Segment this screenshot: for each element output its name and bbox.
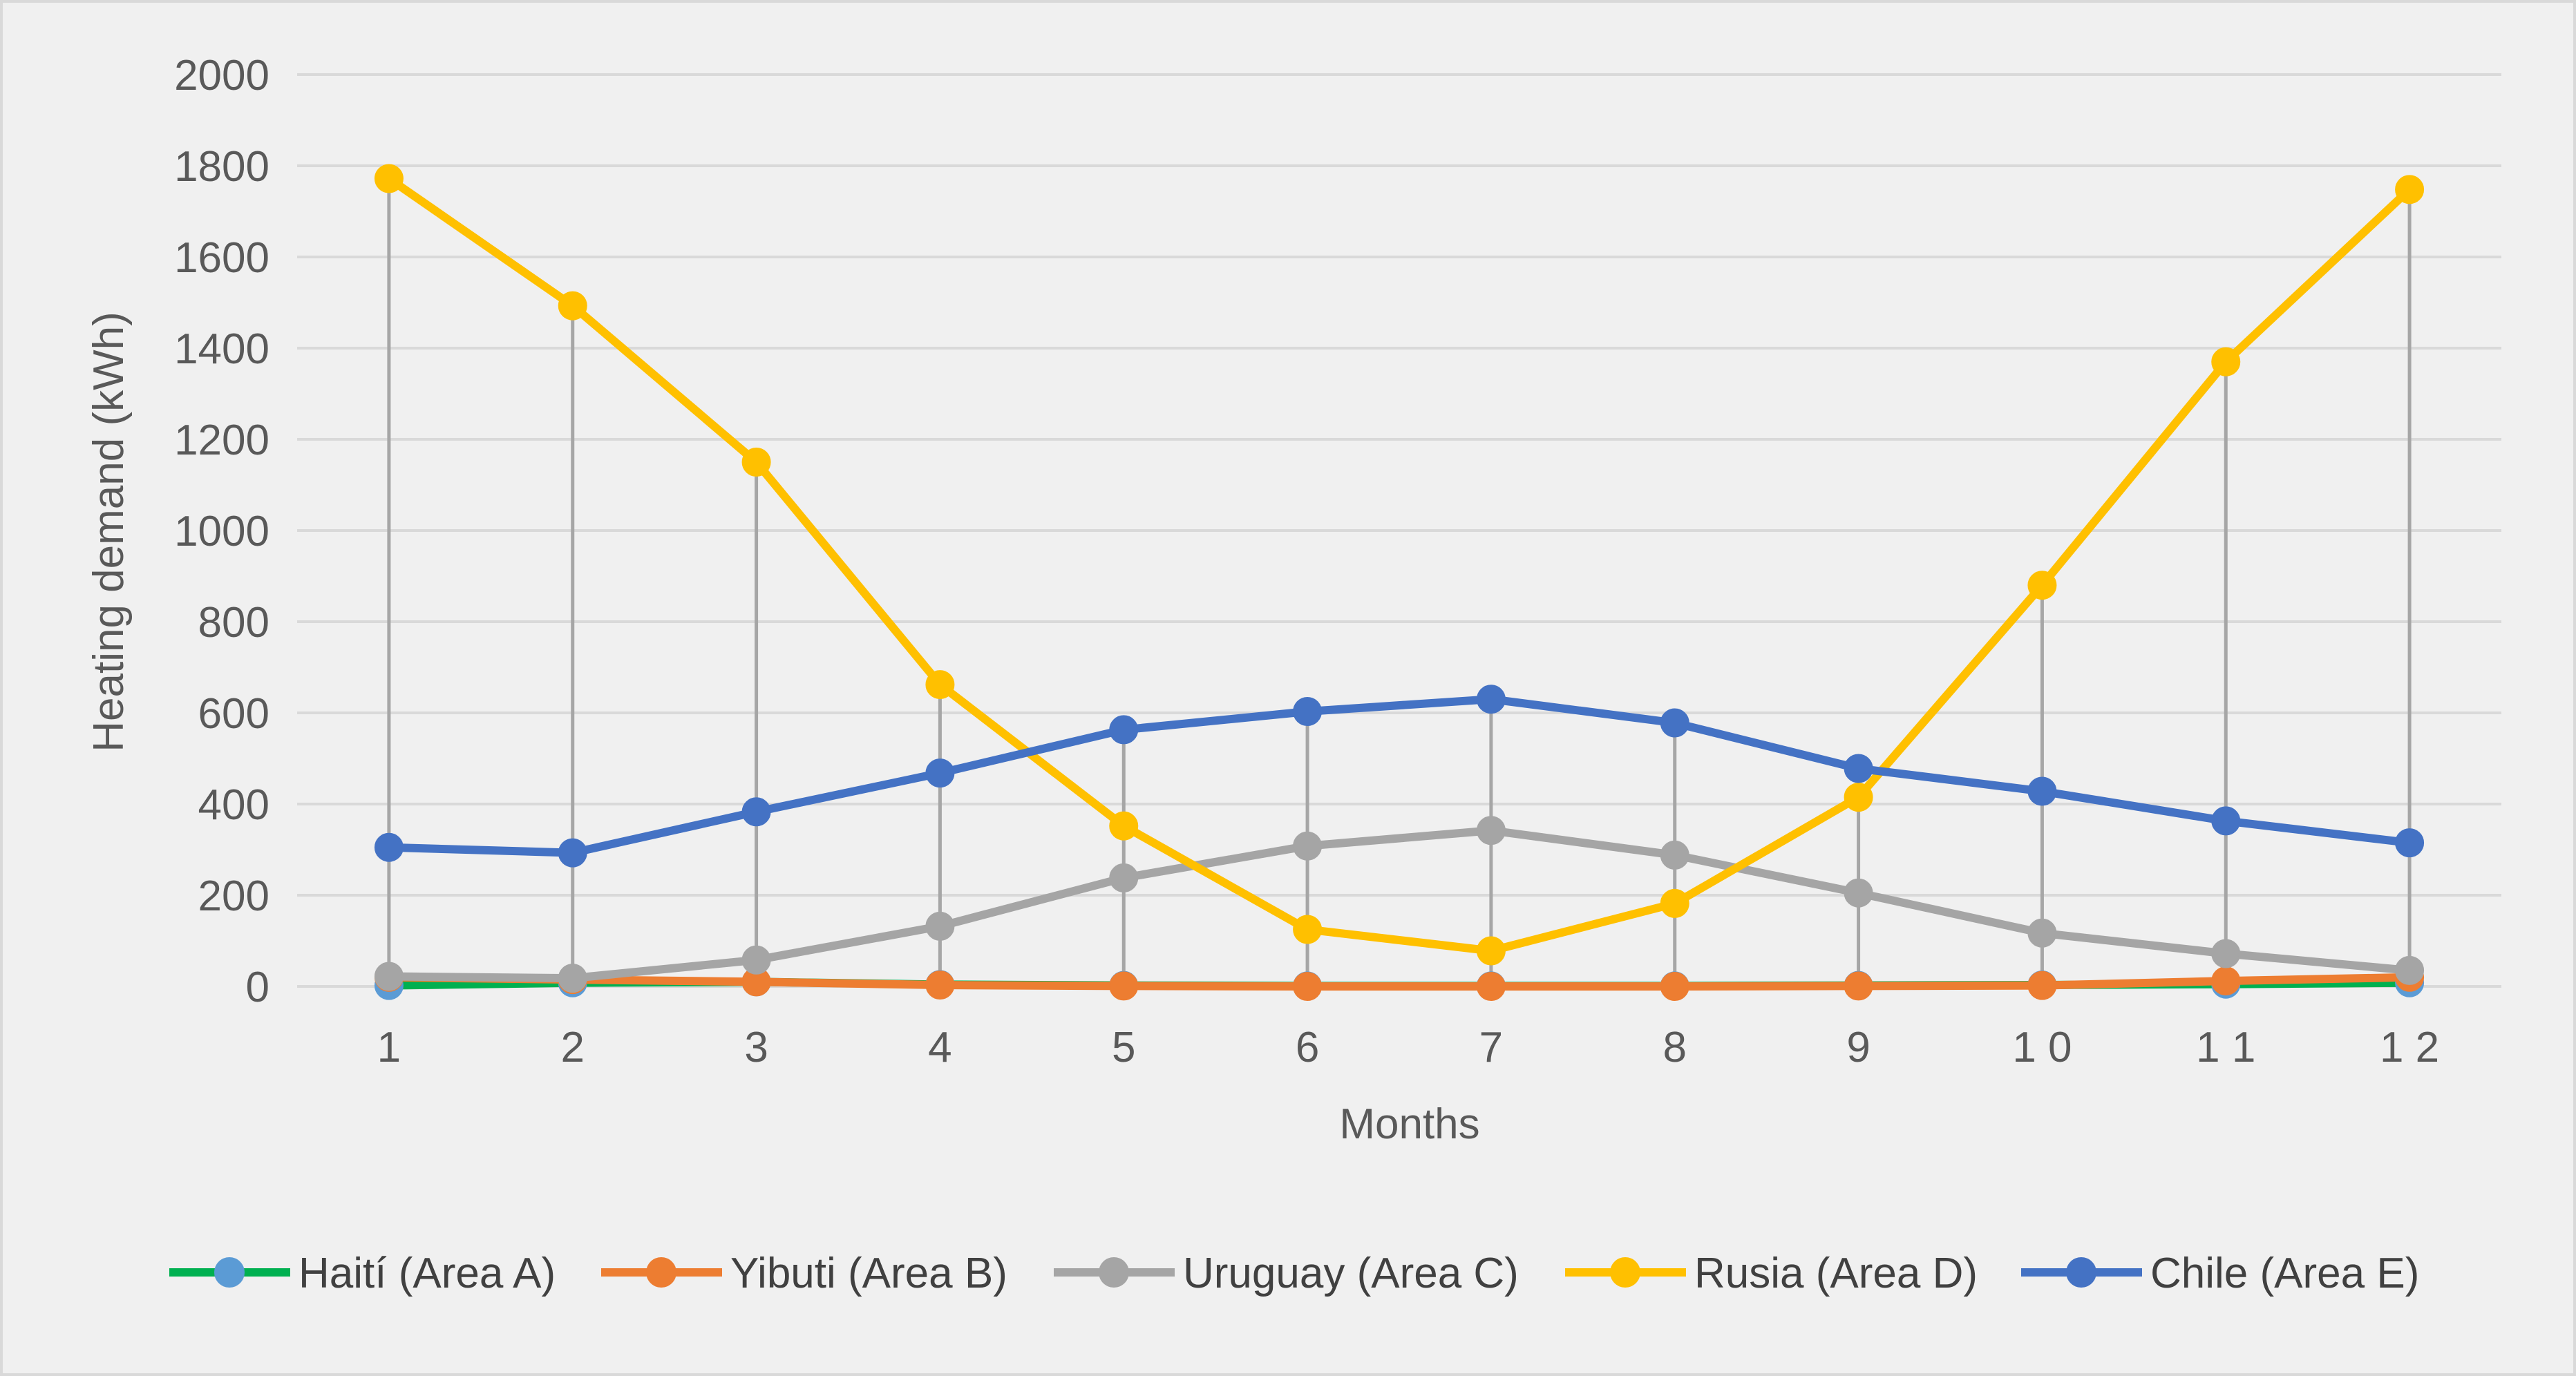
data-point bbox=[2027, 918, 2057, 948]
data-point bbox=[2395, 828, 2425, 858]
data-point bbox=[1109, 863, 1139, 892]
legend-entry: Rusia (Area D) bbox=[1565, 1250, 1978, 1297]
series-3 bbox=[374, 164, 2425, 966]
x-axis-title: Months bbox=[1339, 1100, 1479, 1148]
data-point bbox=[2027, 776, 2057, 806]
y-tick-label: 1600 bbox=[174, 234, 269, 282]
data-point bbox=[1476, 816, 1506, 845]
y-tick-label: 600 bbox=[198, 690, 269, 738]
data-point bbox=[1660, 972, 1689, 1001]
data-point bbox=[1109, 715, 1139, 745]
data-point bbox=[1293, 915, 1323, 944]
data-point bbox=[2027, 571, 2057, 600]
series-line bbox=[384, 973, 2414, 991]
data-point bbox=[1293, 697, 1323, 727]
series-line bbox=[384, 695, 2414, 857]
data-point bbox=[2211, 966, 2241, 996]
y-tick-label: 2000 bbox=[174, 52, 269, 99]
x-tick-label: 7 bbox=[1479, 1024, 1503, 1071]
series-line bbox=[384, 826, 2414, 983]
data-point bbox=[1844, 971, 1873, 1001]
data-point bbox=[1660, 708, 1689, 738]
legend-label: Chile (Area E) bbox=[2150, 1250, 2419, 1297]
y-tick-label: 200 bbox=[198, 872, 269, 920]
data-point bbox=[1844, 783, 1873, 812]
data-point bbox=[2211, 939, 2241, 968]
data-point bbox=[1476, 936, 1506, 966]
x-tick-label: 2 bbox=[561, 1024, 585, 1071]
legend-entry: Uruguay (Area C) bbox=[1054, 1250, 1519, 1297]
data-point bbox=[741, 945, 771, 975]
data-point bbox=[1660, 888, 1689, 918]
y-tick-label: 1800 bbox=[174, 143, 269, 191]
y-tick-label: 1200 bbox=[174, 417, 269, 464]
data-point bbox=[1844, 878, 1873, 908]
data-point bbox=[1660, 840, 1689, 870]
x-tick-label: 5 bbox=[1112, 1024, 1135, 1071]
data-point bbox=[925, 670, 955, 700]
legend-entry: Chile (Area E) bbox=[2021, 1250, 2419, 1297]
data-point bbox=[1109, 971, 1139, 1001]
x-tick-label: 9 bbox=[1846, 1024, 1870, 1071]
x-tick-label: 3 bbox=[744, 1024, 768, 1071]
series-layer bbox=[374, 164, 2425, 1001]
data-point bbox=[925, 971, 955, 1000]
legend-label: Haití (Area A) bbox=[299, 1250, 556, 1297]
data-point bbox=[374, 164, 404, 193]
legend-label: Uruguay (Area C) bbox=[1183, 1250, 1519, 1297]
x-tick-label: 6 bbox=[1296, 1024, 1319, 1071]
data-point bbox=[374, 962, 404, 991]
data-point bbox=[2395, 955, 2425, 985]
series-4 bbox=[374, 685, 2425, 868]
legend-label: Rusia (Area D) bbox=[1694, 1250, 1978, 1297]
legend-marker bbox=[214, 1257, 245, 1288]
y-tick-label: 1000 bbox=[174, 508, 269, 555]
x-tick-label: 8 bbox=[1663, 1024, 1687, 1071]
data-point bbox=[1109, 811, 1139, 841]
data-point bbox=[741, 797, 771, 827]
legend-marker bbox=[1610, 1257, 1640, 1288]
data-point bbox=[1293, 831, 1323, 861]
y-axis-ticks: 0 200 400 600 800 1000 1200 1400 1600 1800 2000 bbox=[174, 52, 269, 1011]
legend-label: Yibuti (Area B) bbox=[730, 1250, 1007, 1297]
data-point bbox=[558, 291, 587, 321]
y-tick-label: 1400 bbox=[174, 325, 269, 373]
data-point bbox=[2211, 347, 2241, 376]
data-point bbox=[2395, 175, 2425, 204]
y-tick-label: 800 bbox=[198, 599, 269, 647]
legend-entry: Haití (Area A) bbox=[169, 1250, 556, 1297]
legend-marker bbox=[646, 1257, 676, 1288]
y-tick-label: 0 bbox=[246, 964, 269, 1011]
data-point bbox=[558, 964, 587, 993]
legend-marker bbox=[1099, 1257, 1129, 1288]
legend-entry: Yibuti (Area B) bbox=[601, 1250, 1007, 1297]
x-axis-ticks: 1 2 3 4 5 6 7 8 9 1 0 1 1 1 2 bbox=[377, 1024, 2440, 1071]
data-point bbox=[1844, 754, 1873, 783]
series-1 bbox=[374, 962, 2425, 1001]
x-tick-label: 1 2 bbox=[2380, 1024, 2439, 1071]
data-point bbox=[2027, 971, 2057, 1000]
data-point bbox=[1476, 685, 1506, 714]
data-point bbox=[1476, 972, 1506, 1001]
legend: Haití (Area A) Yibuti (Area B) Uruguay (Ar… bbox=[169, 1250, 2419, 1297]
data-point bbox=[374, 832, 404, 862]
x-tick-label: 1 0 bbox=[2012, 1024, 2072, 1071]
y-axis-title: Heating demand (kWh) bbox=[85, 312, 133, 752]
x-tick-label: 1 bbox=[377, 1024, 401, 1071]
x-tick-label: 4 bbox=[928, 1024, 951, 1071]
series-2 bbox=[374, 816, 2425, 993]
data-point bbox=[1293, 972, 1323, 1001]
x-tick-label: 1 1 bbox=[2196, 1024, 2255, 1071]
data-point bbox=[925, 758, 955, 788]
legend-marker bbox=[2066, 1257, 2096, 1288]
data-point bbox=[925, 911, 955, 941]
data-point bbox=[2211, 806, 2241, 836]
y-tick-label: 400 bbox=[198, 781, 269, 829]
data-point bbox=[558, 838, 587, 868]
data-point bbox=[741, 448, 771, 477]
series-line bbox=[384, 174, 2414, 955]
